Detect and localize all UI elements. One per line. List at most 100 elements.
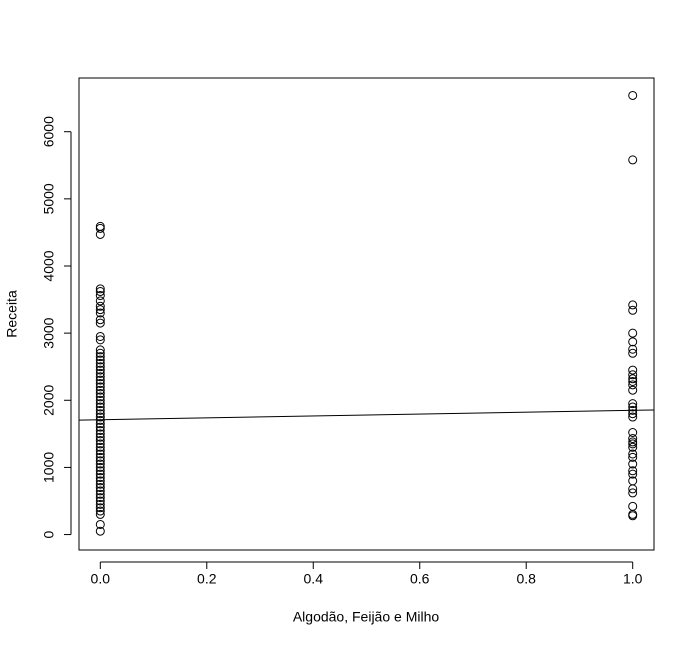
x-tick-label: 0.4 bbox=[304, 571, 324, 587]
y-tick-label: 2000 bbox=[41, 384, 57, 415]
x-tick-label: 0.8 bbox=[516, 571, 536, 587]
point bbox=[95, 348, 105, 358]
point bbox=[95, 446, 105, 456]
point bbox=[95, 362, 105, 372]
x-tick-label: 1.0 bbox=[623, 571, 643, 587]
point bbox=[95, 287, 105, 297]
point bbox=[95, 499, 105, 509]
y-tick-label: 5000 bbox=[41, 183, 57, 214]
point bbox=[628, 402, 638, 412]
point bbox=[95, 493, 105, 503]
point bbox=[628, 434, 638, 444]
point bbox=[628, 449, 638, 459]
point bbox=[628, 412, 638, 422]
point bbox=[95, 405, 105, 415]
point bbox=[95, 402, 105, 412]
point bbox=[95, 331, 105, 341]
point bbox=[95, 425, 105, 435]
point bbox=[95, 223, 105, 233]
point bbox=[95, 526, 105, 536]
point bbox=[628, 374, 638, 384]
y-tick-label: 3000 bbox=[41, 317, 57, 348]
point bbox=[95, 352, 105, 362]
point bbox=[628, 344, 638, 354]
x-axis-label: Algodão, Feijão e Milho bbox=[293, 609, 440, 625]
point bbox=[95, 472, 105, 482]
point bbox=[95, 221, 105, 231]
point bbox=[628, 452, 638, 462]
point bbox=[95, 308, 105, 318]
x-tick-label: 0.0 bbox=[91, 571, 111, 587]
point bbox=[95, 486, 105, 496]
point bbox=[628, 466, 638, 476]
y-axis-label: Receita bbox=[4, 290, 20, 338]
point bbox=[95, 358, 105, 368]
point bbox=[95, 318, 105, 328]
point bbox=[95, 415, 105, 425]
point bbox=[95, 409, 105, 419]
point bbox=[95, 462, 105, 472]
y-tick-label: 6000 bbox=[41, 116, 57, 147]
point bbox=[628, 469, 638, 479]
point bbox=[95, 399, 105, 409]
point bbox=[95, 503, 105, 513]
point bbox=[95, 368, 105, 378]
point bbox=[95, 476, 105, 486]
point bbox=[95, 305, 105, 315]
point bbox=[95, 284, 105, 294]
point bbox=[95, 489, 105, 499]
point bbox=[95, 389, 105, 399]
point bbox=[628, 439, 638, 449]
point bbox=[95, 469, 105, 479]
point bbox=[95, 483, 105, 493]
point bbox=[628, 488, 638, 498]
regression-line bbox=[78, 409, 655, 421]
point bbox=[628, 511, 638, 521]
point bbox=[628, 385, 638, 395]
x-tick-label: 0.2 bbox=[197, 571, 217, 587]
point bbox=[95, 479, 105, 489]
point bbox=[628, 90, 638, 100]
point bbox=[628, 305, 638, 315]
point bbox=[95, 382, 105, 392]
point bbox=[95, 509, 105, 519]
y-tick-label: 4000 bbox=[41, 250, 57, 281]
point bbox=[628, 501, 638, 511]
point bbox=[628, 300, 638, 310]
point bbox=[95, 449, 105, 459]
point bbox=[628, 484, 638, 494]
point bbox=[628, 365, 638, 375]
point bbox=[95, 496, 105, 506]
point bbox=[95, 365, 105, 375]
y-tick-label: 0 bbox=[41, 530, 57, 538]
point bbox=[95, 372, 105, 382]
point bbox=[95, 395, 105, 405]
point bbox=[95, 519, 105, 529]
point bbox=[628, 409, 638, 419]
point bbox=[95, 412, 105, 422]
point bbox=[628, 337, 638, 347]
point bbox=[95, 456, 105, 466]
point bbox=[95, 345, 105, 355]
point bbox=[95, 429, 105, 439]
point bbox=[95, 452, 105, 462]
y-tick-label: 1000 bbox=[41, 452, 57, 483]
point bbox=[628, 399, 638, 409]
point bbox=[95, 422, 105, 432]
point bbox=[95, 439, 105, 449]
point bbox=[95, 385, 105, 395]
point bbox=[95, 296, 105, 306]
point bbox=[628, 155, 638, 165]
point bbox=[95, 392, 105, 402]
point bbox=[95, 335, 105, 345]
plot-box bbox=[78, 77, 655, 551]
point bbox=[95, 229, 105, 239]
point bbox=[95, 378, 105, 388]
point bbox=[95, 436, 105, 446]
point bbox=[628, 459, 638, 469]
point bbox=[95, 375, 105, 385]
point bbox=[95, 442, 105, 452]
point bbox=[95, 291, 105, 301]
point bbox=[95, 355, 105, 365]
